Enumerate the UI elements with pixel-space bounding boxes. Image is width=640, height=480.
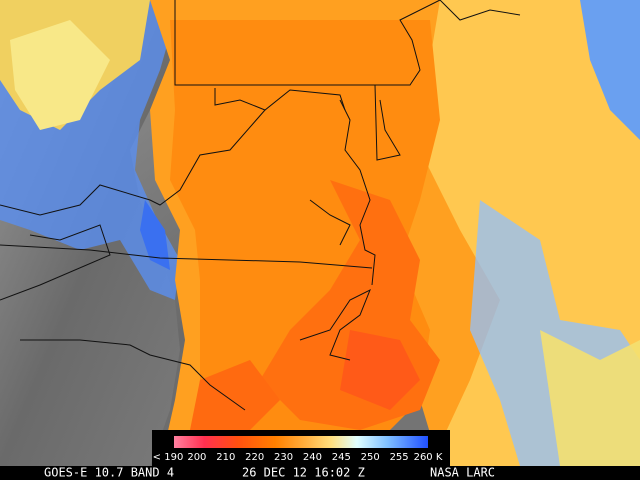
legend-label: 200	[187, 452, 206, 463]
legend-label: 255	[390, 452, 409, 463]
legend-label: 260 K	[414, 452, 443, 463]
timestamp: 26 DEC 12 16:02 Z	[242, 466, 365, 480]
legend-label: 245	[332, 452, 351, 463]
source: NASA LARC	[430, 466, 495, 480]
legend-label: < 190	[153, 452, 184, 463]
color-legend: < 190 200 210 220 230 240 245 250 255 260 K	[152, 430, 450, 466]
satellite-label: GOES-E 10.7 BAND 4	[44, 466, 174, 480]
legend-label: 250	[361, 452, 380, 463]
state-borders	[0, 0, 521, 411]
legend-label: 220	[245, 452, 264, 463]
legend-labels: < 190 200 210 220 230 240 245 250 255 260 K	[153, 452, 443, 463]
footer-bar	[0, 466, 640, 480]
legend-label: 230	[274, 452, 293, 463]
cloud-field	[0, 0, 640, 466]
legend-label: 240	[303, 452, 322, 463]
legend-label: 210	[216, 452, 235, 463]
